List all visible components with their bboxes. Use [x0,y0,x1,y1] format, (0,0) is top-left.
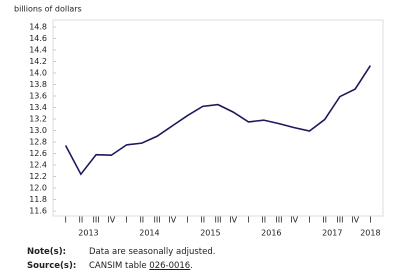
x-group-label: 2017 [322,229,342,238]
y-tick-label: 11.8 [29,195,47,204]
y-tick-label: 13.2 [29,115,47,124]
y-tick-label: 14.6 [29,34,47,43]
x-tick-label: IV [229,216,237,225]
y-tick-label: 12.0 [29,184,47,193]
plot-frame [52,19,384,217]
x-tick-label: III [93,216,100,225]
y-tick-label: 13.8 [29,80,47,89]
x-tick-label: II [139,216,144,225]
x-tick-label: III [275,216,282,225]
x-tick-label: I [125,216,127,225]
source-text: CANSIM table [89,261,150,271]
y-tick-label: 12.6 [29,149,47,158]
y-tick-label: 13.4 [29,103,47,112]
x-group-label: 2013 [78,229,98,238]
y-tick-label: 12.8 [29,138,47,147]
line-series [64,65,372,176]
y-axis-label: billions of dollars [14,5,82,14]
source-label: Source(s): [27,261,77,271]
y-tick-label: 11.6 [29,207,47,216]
x-tick-label: II [200,216,205,225]
note-text: Data are seasonally adjusted. [89,247,216,257]
x-tick-label: IV [351,216,359,225]
source: Source(s): CANSIM table 026-0016. [27,261,193,271]
y-tick-label: 12.4 [29,161,47,170]
note-label: Note(s): [27,247,67,257]
source-link[interactable]: 026-0016 [149,261,191,271]
x-tick-label: IV [107,216,115,225]
x-tick-label: I [247,216,249,225]
x-tick-label: I [369,216,371,225]
x-tick-label: I [186,216,188,225]
y-tick-label: 14.8 [29,23,47,32]
y-tick-label: 14.4 [29,46,47,55]
x-tick-label: III [214,216,221,225]
chart: billions of dollars 11.6 11.8 12.0 12.2 12.4… [14,5,384,238]
x-tick-label: III [154,216,161,225]
y-tick-label: 13.0 [29,126,47,135]
x-tick-label: III [336,216,343,225]
y-tick-label: 14.0 [29,69,47,78]
y-tick-label: 12.2 [29,172,47,181]
x-tick-label: IV [168,216,176,225]
x-tick-label: II [261,216,266,225]
x-group-label: 2016 [261,229,281,238]
x-tick-label: I [308,216,310,225]
x-tick-label: II [322,216,327,225]
x-group-label: 2018 [360,229,380,238]
x-tick-label: IV [290,216,298,225]
x-group-label: 2014 [139,229,159,238]
y-tick-label: 14.2 [29,57,47,66]
y-tick-label: 13.6 [29,92,47,101]
source-suffix: . [190,261,193,271]
note: Note(s): Data are seasonally adjusted. [27,247,215,257]
x-tick-label: I [64,216,66,225]
x-tick-label: II [78,216,83,225]
x-group-label: 2015 [200,229,220,238]
